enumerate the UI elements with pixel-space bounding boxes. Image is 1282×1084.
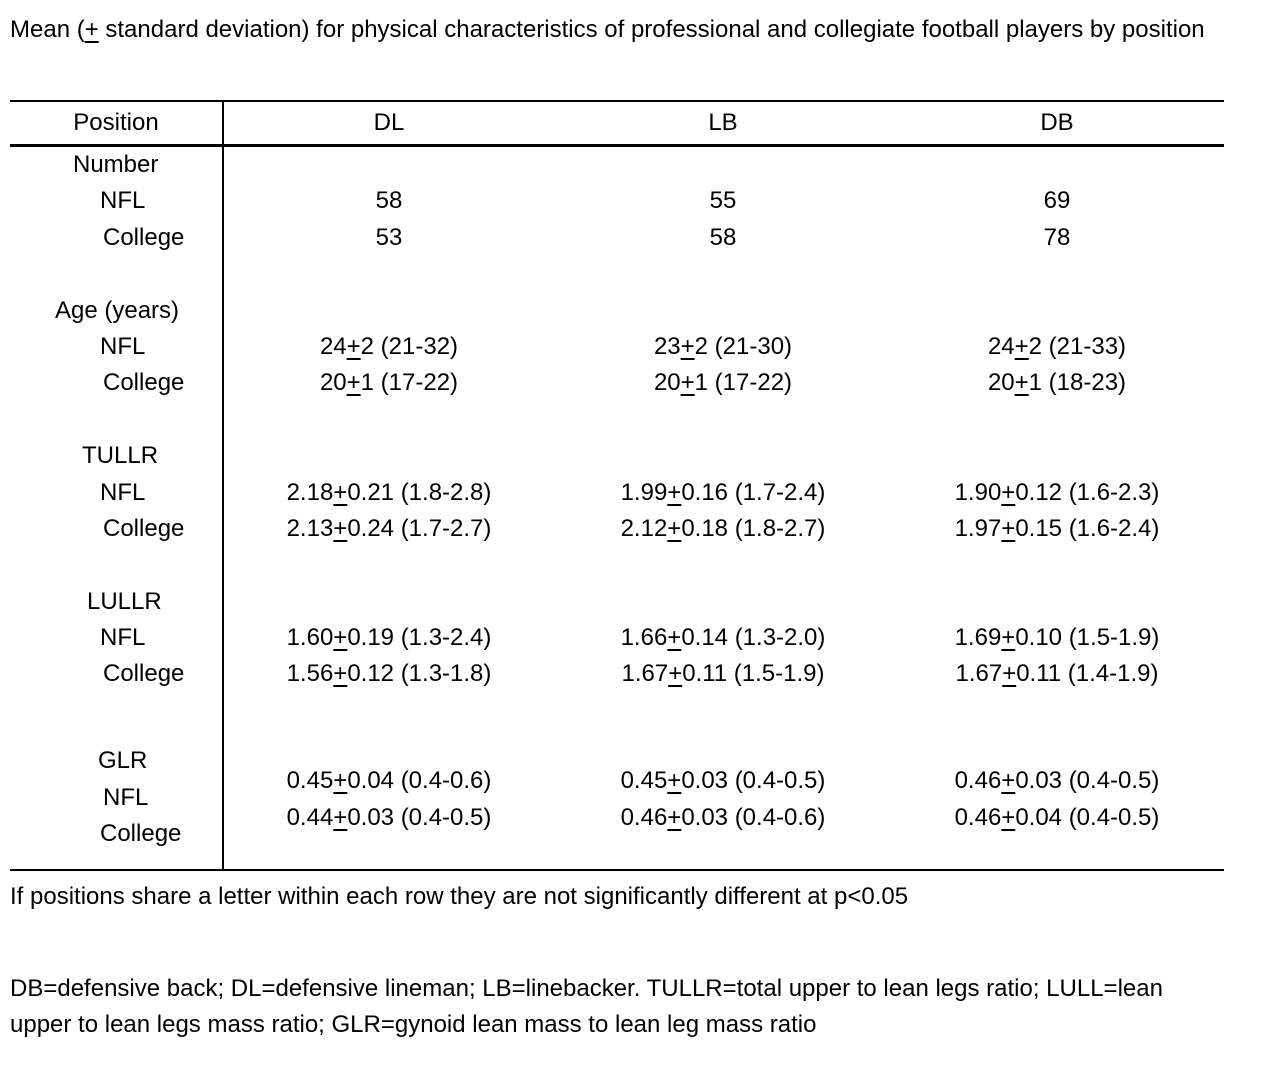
row-label-nfl: NFL: [100, 624, 146, 652]
value-cell: 1.97+0.15 (1.6-2.4): [954, 514, 1160, 542]
value-cell: 1.67+0.11 (1.5-1.9): [621, 660, 825, 688]
table-row-glr-nfl: 0.45+0.04 (0.4-0.6) 0.45+0.03 (0.4-0.5) …: [222, 763, 1224, 799]
value-cell: 2.13+0.24 (1.7-2.7): [286, 514, 492, 542]
value-cell: 0.44+0.03 (0.4-0.5): [286, 803, 492, 831]
table-row-lullr-nfl: NFL 1.60+0.19 (1.3-2.4) 1.66+0.14 (1.3-2…: [10, 620, 1224, 656]
value-cell: 24+2 (21-33): [987, 332, 1127, 360]
value-cell: 58: [709, 223, 737, 251]
row-label-college: College: [100, 820, 182, 848]
value-cell: 58: [375, 187, 403, 215]
table-row-tullr-college: College 2.13+0.24 (1.7-2.7) 2.12+0.18 (1…: [10, 511, 1224, 547]
row-label-college: College: [103, 369, 185, 397]
value-cell: 1.99+0.16 (1.7-2.4): [620, 478, 826, 506]
value-cell: 20+1 (17-22): [319, 369, 459, 397]
column-header-dl: DL: [373, 109, 405, 136]
group-label-number: Number: [73, 151, 159, 178]
table-row-age-nfl: NFL 24+2 (21-32) 23+2 (21-30) 24+2 (21-3…: [10, 329, 1224, 365]
value-cell: 1.56+0.12 (1.3-1.8): [286, 660, 492, 688]
table-row-tullr-nfl: NFL 2.18+0.21 (1.8-2.8) 1.99+0.16 (1.7-2…: [10, 475, 1224, 511]
row-label-college: College: [103, 514, 185, 542]
table-row-age-college: College 20+1 (17-22) 20+1 (17-22) 20+1 (…: [10, 365, 1224, 401]
group-label-tullr: TULLR: [82, 442, 159, 470]
value-cell: 2.18+0.21 (1.8-2.8): [286, 478, 492, 506]
group-label-age: Age (years): [55, 296, 180, 324]
group-label-lullr: LULLR: [87, 587, 162, 615]
value-cell: 23+2 (21-30): [653, 332, 793, 360]
value-cell: 20+1 (17-22): [653, 369, 793, 397]
column-header-position: Position: [73, 109, 159, 136]
abbreviations-footnote: DB=defensive back; DL=defensive lineman;…: [10, 975, 1163, 1039]
table-row-glr-college: 0.44+0.03 (0.4-0.5) 0.46+0.03 (0.4-0.6) …: [222, 800, 1224, 836]
table-caption: Mean (+ standard deviation) for physical…: [10, 16, 1205, 43]
table-row-lullr-college: College 1.56+0.12 (1.3-1.8) 1.67+0.11 (1…: [10, 656, 1224, 692]
row-label-nfl: NFL: [103, 783, 149, 811]
group-header-row-number: Number: [10, 147, 1224, 183]
glr-data-area: 0.45+0.04 (0.4-0.6) 0.45+0.03 (0.4-0.5) …: [222, 729, 1224, 869]
value-cell: 0.45+0.03 (0.4-0.5): [620, 767, 826, 795]
value-cell: 24+2 (21-32): [319, 332, 459, 360]
spacer-row: [10, 402, 1224, 438]
value-cell: 1.90+0.12 (1.6-2.3): [954, 478, 1160, 506]
value-cell: 0.46+0.03 (0.4-0.5): [954, 767, 1160, 795]
value-cell: 0.46+0.03 (0.4-0.6): [620, 803, 826, 831]
data-table: Position DL LB DB Number NFL 58 55 69 Co…: [10, 100, 1224, 872]
table-header-row: Position DL LB DB: [10, 102, 1224, 147]
row-label-college: College: [103, 223, 185, 251]
column-divider: [222, 102, 224, 870]
column-header-db: DB: [1040, 109, 1074, 136]
glr-label-column: GLR NFL College: [10, 729, 222, 869]
value-cell: 78: [1043, 223, 1071, 251]
group-glr: GLR NFL College 0.45+0.04 (0.4-0.6) 0.45…: [10, 729, 1224, 869]
spacer-row: [10, 547, 1224, 583]
value-cell: 53: [375, 223, 403, 251]
spacer-row: [10, 256, 1224, 292]
value-cell: 1.67+0.11 (1.4-1.9): [955, 660, 1159, 688]
significance-footnote: If positions share a letter within each …: [10, 883, 909, 911]
value-cell: 0.45+0.04 (0.4-0.6): [286, 767, 492, 795]
value-cell: 1.60+0.19 (1.3-2.4): [286, 624, 492, 652]
group-header-row-tullr: TULLR: [10, 438, 1224, 474]
row-label-nfl: NFL: [100, 478, 146, 506]
value-cell: 20+1 (18-23): [987, 369, 1127, 397]
value-cell: 69: [1043, 187, 1071, 215]
row-label-college: College: [103, 660, 185, 688]
row-label-nfl: NFL: [100, 187, 146, 215]
group-header-row-age: Age (years): [10, 293, 1224, 329]
value-cell: 0.46+0.04 (0.4-0.5): [954, 803, 1160, 831]
value-cell: 55: [709, 187, 737, 215]
value-cell: 1.66+0.14 (1.3-2.0): [620, 624, 826, 652]
column-header-lb: LB: [708, 109, 738, 136]
group-label-glr: GLR: [98, 747, 148, 775]
row-label-nfl: NFL: [100, 332, 146, 360]
value-cell: 1.69+0.10 (1.5-1.9): [954, 624, 1160, 652]
value-cell: 2.12+0.18 (1.8-2.7): [620, 514, 826, 542]
group-header-row-lullr: LULLR: [10, 584, 1224, 620]
table-row-number-nfl: NFL 58 55 69: [10, 183, 1224, 219]
table-row-number-college: College 53 58 78: [10, 220, 1224, 256]
spacer-row: [10, 693, 1224, 729]
